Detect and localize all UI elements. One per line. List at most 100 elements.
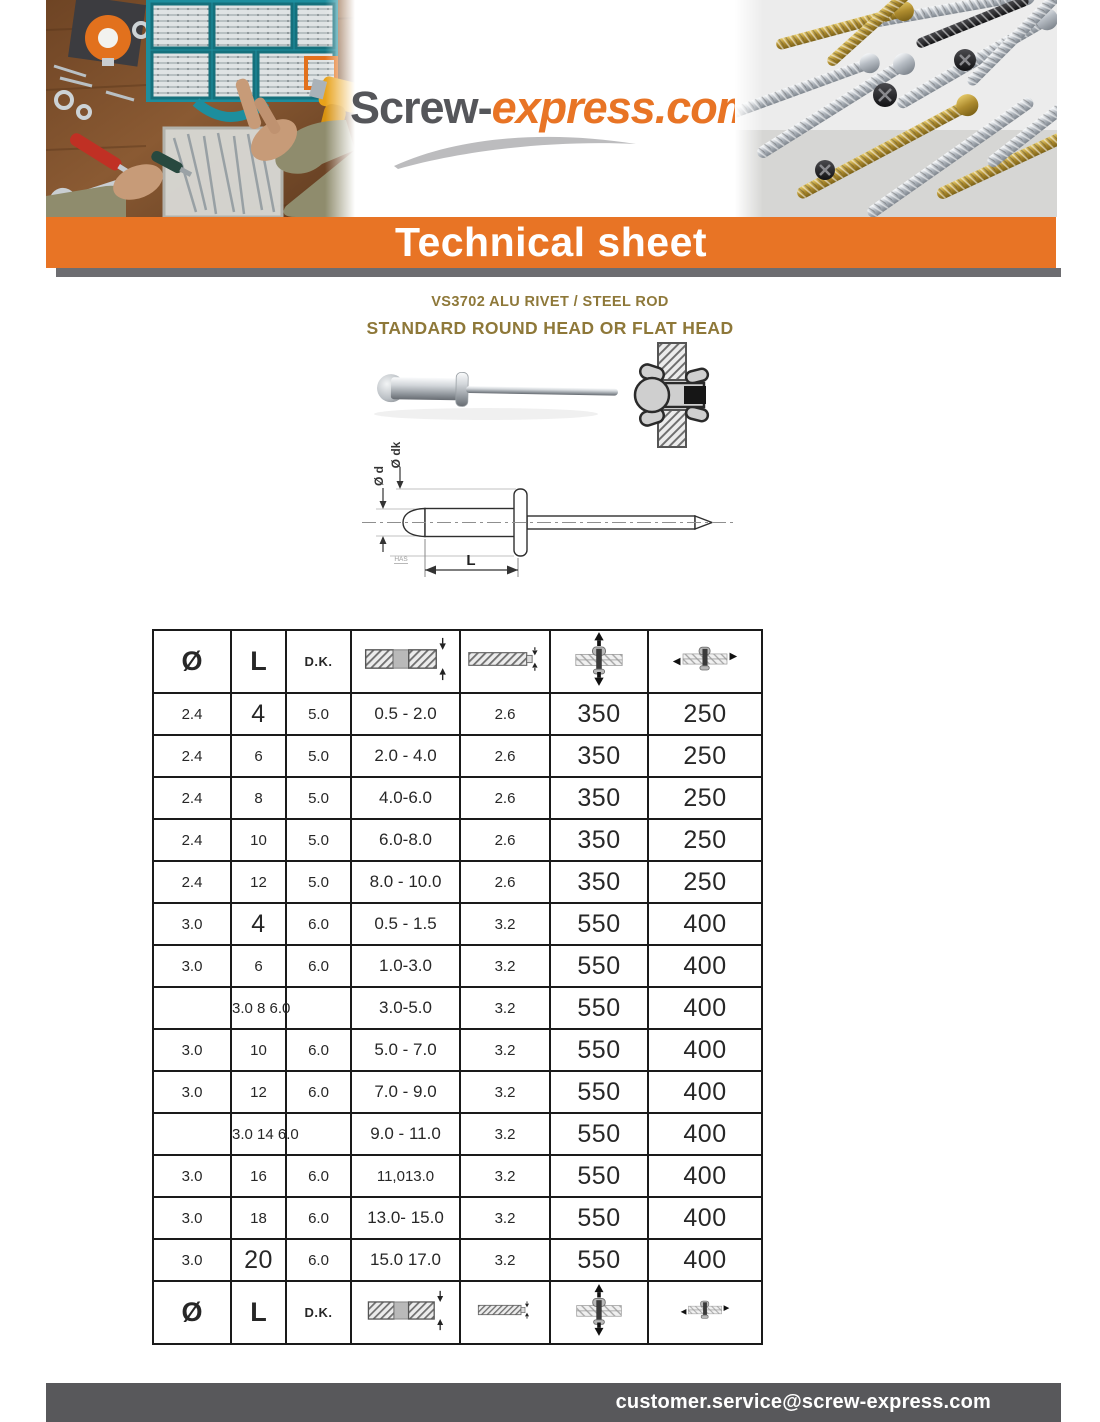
rivet-dimension-drawing: Ø dk Ø d L HAS (362, 441, 736, 577)
table-cell: 12 (230, 1070, 287, 1114)
table-cell: 15.0 17.0 (350, 1238, 461, 1282)
dim-head-diameter-label: Ø dk (389, 441, 403, 468)
table-cell: 400 (647, 986, 763, 1030)
table-cell: 4.0-6.0 (350, 776, 461, 820)
footer-col-tensile (549, 1280, 649, 1345)
table-cell: 13.0- 15.0 (350, 1196, 461, 1240)
table-cell: 250 (647, 860, 763, 904)
table-cell: 550 (549, 1154, 649, 1198)
table-cell: 6 (230, 734, 287, 778)
col-header-drill (459, 629, 551, 694)
left-hand (46, 150, 193, 217)
table-cell: 4 (230, 692, 287, 736)
screws-photo (735, 0, 1057, 217)
table-cell: 250 (647, 692, 763, 736)
spec-table: Ø L D.K. 2.4 4 5.0 0.5 - 2.0 2.6 350 250 2.4 6 5.… (152, 629, 763, 1345)
table-cell: 3.2 (459, 986, 551, 1030)
table-cell: 6.0 (285, 944, 352, 988)
table-cell: 400 (647, 944, 763, 988)
table-cell: 3.0 (152, 902, 232, 946)
table-cell (152, 1112, 232, 1156)
product-head-type: STANDARD ROUND HEAD OR FLAT HEAD (366, 318, 734, 338)
table-cell: 6.0-8.0 (350, 818, 461, 862)
table-cell: 6.0 (285, 1196, 352, 1240)
tensile-strength-icon (574, 1284, 624, 1336)
table-cell: 6.0 (285, 1238, 352, 1282)
spec-table-body: 2.4 4 5.0 0.5 - 2.0 2.6 350 250 2.4 6 5.0 2.0 - 4.… (152, 692, 763, 1282)
col-header-grip (350, 629, 461, 694)
table-cell: 3.0 (152, 1196, 232, 1240)
banner-title: Technical sheet (394, 219, 708, 265)
table-cell: 350 (549, 692, 649, 736)
table-row: 2.4 10 5.0 6.0-8.0 2.6 350 250 (152, 818, 763, 862)
table-cell: 250 (647, 776, 763, 820)
table-cell: 3.2 (459, 1028, 551, 1072)
table-cell: 0.5 - 1.5 (350, 902, 461, 946)
rivet-photo (374, 371, 618, 420)
drill-hole-diameter-icon (477, 1301, 533, 1319)
tensile-strength-icon (573, 632, 625, 686)
table-cell: 8 (230, 776, 287, 820)
table-cell: 550 (549, 944, 649, 988)
footer-col-dk: D.K. (285, 1280, 352, 1345)
table-cell: 550 (549, 1070, 649, 1114)
table-row: 2.4 6 5.0 2.0 - 4.0 2.6 350 250 (152, 734, 763, 778)
logo-text-express: express.com (491, 82, 757, 133)
footer-col-shear (647, 1280, 763, 1345)
table-cell: 3.2 (459, 944, 551, 988)
product-code: VS3702 ALU RIVET / STEEL ROD (431, 294, 669, 310)
table-cell: 12 (230, 860, 287, 904)
table-cell: 2.6 (459, 860, 551, 904)
table-cell: 0.5 - 2.0 (350, 692, 461, 736)
table-cell: 400 (647, 1154, 763, 1198)
col-header-dk: D.K. (285, 629, 352, 694)
table-cell: 6.0 (285, 1154, 352, 1198)
table-cell: 3.0 (152, 1238, 232, 1282)
table-cell: 350 (549, 860, 649, 904)
table-cell: 10 (230, 1028, 287, 1072)
shear-strength-icon (680, 1297, 730, 1323)
table-cell: 18 (230, 1196, 287, 1240)
table-cell: 3.0 14 6.0 (230, 1112, 299, 1156)
logo: Screw-express.com (350, 0, 757, 217)
table-row: 3.0 14 6.0 9.0 - 11.0 3.2 550 400 (152, 1112, 763, 1156)
table-header-row: Ø L D.K. (152, 629, 763, 694)
table-cell: 3.0 (152, 1028, 232, 1072)
col-header-tensile (549, 629, 649, 694)
table-row: 3.0 10 6.0 5.0 - 7.0 3.2 550 400 (152, 1028, 763, 1072)
table-cell: 550 (549, 986, 649, 1030)
table-cell: 250 (647, 818, 763, 862)
table-row: 3.0 12 6.0 7.0 - 9.0 3.2 550 400 (152, 1070, 763, 1114)
drawing-note: HAS (394, 556, 408, 563)
dim-length-label: L (466, 552, 475, 569)
table-cell: 2.6 (459, 818, 551, 862)
table-cell (285, 1112, 352, 1156)
table-cell: 5.0 (285, 776, 352, 820)
table-cell: 6.0 (285, 902, 352, 946)
table-cell: 2.6 (459, 692, 551, 736)
table-cell: 5.0 (285, 818, 352, 862)
table-cell: 350 (549, 776, 649, 820)
table-cell: 3.2 (459, 1238, 551, 1282)
table-cell: 3.0 (152, 944, 232, 988)
logo-text-screw: Screw- (350, 82, 493, 133)
table-row: 2.4 8 5.0 4.0-6.0 2.6 350 250 (152, 776, 763, 820)
table-cell: 5.0 (285, 734, 352, 778)
table-cell: 400 (647, 902, 763, 946)
footer-bar: customer.service@screw-express.com (46, 1383, 1061, 1422)
banner-shadow (56, 268, 1061, 277)
table-cell: 3.0 (152, 1070, 232, 1114)
drill-hole-diameter-icon (467, 647, 543, 671)
table-cell: 3.2 (459, 1196, 551, 1240)
table-cell: 3.2 (459, 1070, 551, 1114)
table-cell: 4 (230, 902, 287, 946)
rivet-cross-section-diagram (633, 342, 710, 448)
table-cell: 11,013.0 (350, 1154, 461, 1198)
table-cell: 350 (549, 818, 649, 862)
table-cell: 2.4 (152, 692, 232, 736)
dim-body-diameter-label: Ø d (372, 466, 386, 486)
table-row: 3.0 16 6.0 11,013.0 3.2 550 400 (152, 1154, 763, 1198)
table-cell: 10 (230, 818, 287, 862)
grip-range-icon (360, 637, 452, 681)
